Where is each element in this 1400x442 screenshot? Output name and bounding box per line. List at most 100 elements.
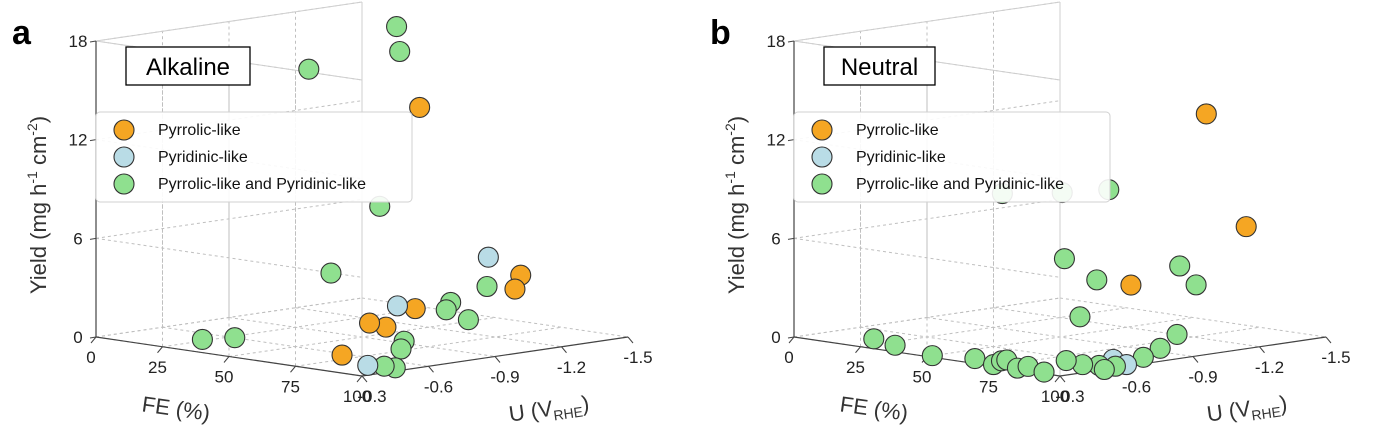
data-point-series-0	[358, 312, 381, 334]
data-point-series-2	[1033, 361, 1055, 383]
yield-tick-label: 6	[73, 229, 82, 248]
data-point-series-0	[1120, 274, 1142, 296]
grid-line	[95, 198, 363, 239]
grid-line	[993, 307, 1260, 348]
data-point-series-0	[1235, 216, 1257, 238]
legend-label-2: Pyrrolic-like and Pyridinic-like	[158, 176, 366, 193]
legend-label-0: Pyrrolic-like	[856, 122, 939, 139]
pane-edge	[793, 1, 1061, 42]
yield-tick-label: 6	[771, 229, 780, 248]
u-tick	[1259, 346, 1265, 354]
grid-line	[793, 237, 1061, 278]
chart-panel-b: 0 25 50 75 100-0.3 -0.6 -0.9 -1.2 -1.5 0 6 12 18 FE (…	[710, 1, 1351, 430]
data-point-series-2	[1055, 349, 1077, 372]
grid-line	[793, 198, 1061, 239]
legend-label-0: Pyrrolic-like	[158, 122, 241, 139]
u-axis-label: U (VRHE)	[1205, 391, 1289, 430]
u-tick	[428, 365, 434, 373]
grid	[95, 1, 629, 377]
panel-label: a	[12, 14, 32, 52]
u-axis-label: U (VRHE)	[507, 391, 591, 430]
condition-box-frame	[823, 46, 936, 86]
fe-tick-label: 75	[979, 377, 998, 396]
yield-tick	[787, 40, 795, 43]
legend-label-1: Pyridinic-like	[856, 149, 946, 166]
data-point-series-2	[320, 262, 342, 284]
yield-tick-label: 0	[73, 328, 82, 347]
u-tick	[561, 346, 567, 354]
yield-tick	[89, 40, 97, 43]
data-point-series-2	[1185, 274, 1207, 296]
u-tick-label: -1.5	[1321, 348, 1350, 367]
grid-line	[95, 237, 363, 278]
legend-label-2: Pyrrolic-like and Pyridinic-like	[856, 176, 1064, 193]
data-point-series-1	[357, 354, 379, 376]
legend-marker-1	[811, 146, 833, 168]
fe-axis-label: FE (%)	[140, 391, 211, 425]
axes: 0 25 50 75 100-0.3 -0.6 -0.9 -1.2 -1.5 0 6 12 18	[69, 32, 653, 406]
u-tick-label: -0.9	[1188, 368, 1217, 387]
legend-frame	[793, 111, 1111, 203]
grid-line	[295, 307, 562, 348]
legend-marker-2	[113, 173, 135, 195]
data-point-series-2	[1149, 337, 1171, 359]
condition-box: Alkaline	[125, 46, 251, 86]
data-point-series-2	[435, 299, 457, 321]
chart-panel-a: 0 25 50 75 100-0.3 -0.6 -0.9 -1.2 -1.5 0 6 12 18 FE (…	[12, 1, 653, 430]
yield-tick	[787, 336, 795, 339]
legend-marker-1	[113, 146, 135, 168]
data-point-series-2	[476, 275, 498, 298]
condition-title: Alkaline	[146, 54, 230, 81]
u-tick-label: -0.3	[1055, 387, 1084, 406]
u-tick	[1059, 375, 1066, 383]
condition-box-frame	[125, 46, 251, 86]
yield-tick-label: 0	[771, 328, 780, 347]
data-point-series-2	[863, 328, 885, 350]
legend-frame	[95, 111, 413, 203]
fe-tick-label: 75	[281, 377, 300, 396]
u-tick-label: -1.5	[623, 348, 652, 367]
data-point-series-2	[390, 338, 412, 360]
fe-tick	[90, 336, 97, 344]
legend-label-1: Pyridinic-like	[158, 149, 248, 166]
data-point-series-2	[964, 348, 986, 370]
data-point-series-2	[1166, 323, 1188, 345]
data-points	[191, 16, 532, 379]
yield-tick-label: 18	[767, 32, 786, 51]
data-point-series-2	[884, 334, 906, 356]
data-point-series-2	[386, 16, 408, 38]
yield-tick-label: 18	[69, 32, 88, 51]
data-point-series-2	[191, 328, 213, 350]
fe-tick-label: 0	[784, 348, 793, 367]
yield-tick	[89, 336, 97, 339]
u-tick-label: -0.6	[424, 377, 453, 396]
yield-tick	[89, 139, 97, 142]
u-tick-label: -0.6	[1122, 377, 1151, 396]
u-tick-label: -1.2	[1255, 358, 1284, 377]
fe-axis-label: FE (%)	[838, 391, 909, 425]
u-tick	[1192, 356, 1199, 363]
pane-edge	[95, 1, 363, 42]
fe-tick	[157, 346, 163, 354]
data-point-series-0	[331, 344, 353, 366]
u-tick	[1325, 336, 1332, 344]
u-tick-label: -0.3	[357, 387, 386, 406]
condition-title: Neutral	[841, 54, 918, 81]
u-tick	[494, 356, 501, 363]
fe-tick	[855, 346, 861, 354]
data-point-series-0	[409, 96, 431, 118]
data-point-series-2	[921, 345, 943, 367]
panel-label: b	[710, 14, 731, 52]
yield-tick-label: 12	[767, 131, 786, 150]
data-point-series-2	[298, 58, 320, 80]
data-point-series-0	[1195, 103, 1217, 125]
u-tick-label: -0.9	[490, 368, 519, 387]
yield-tick	[787, 237, 795, 240]
condition-box: Neutral	[823, 46, 936, 86]
fe-tick-label: 50	[913, 368, 932, 387]
legend-marker-2	[811, 173, 833, 195]
fe-tick-label: 25	[148, 358, 167, 377]
fe-tick	[1054, 375, 1061, 383]
